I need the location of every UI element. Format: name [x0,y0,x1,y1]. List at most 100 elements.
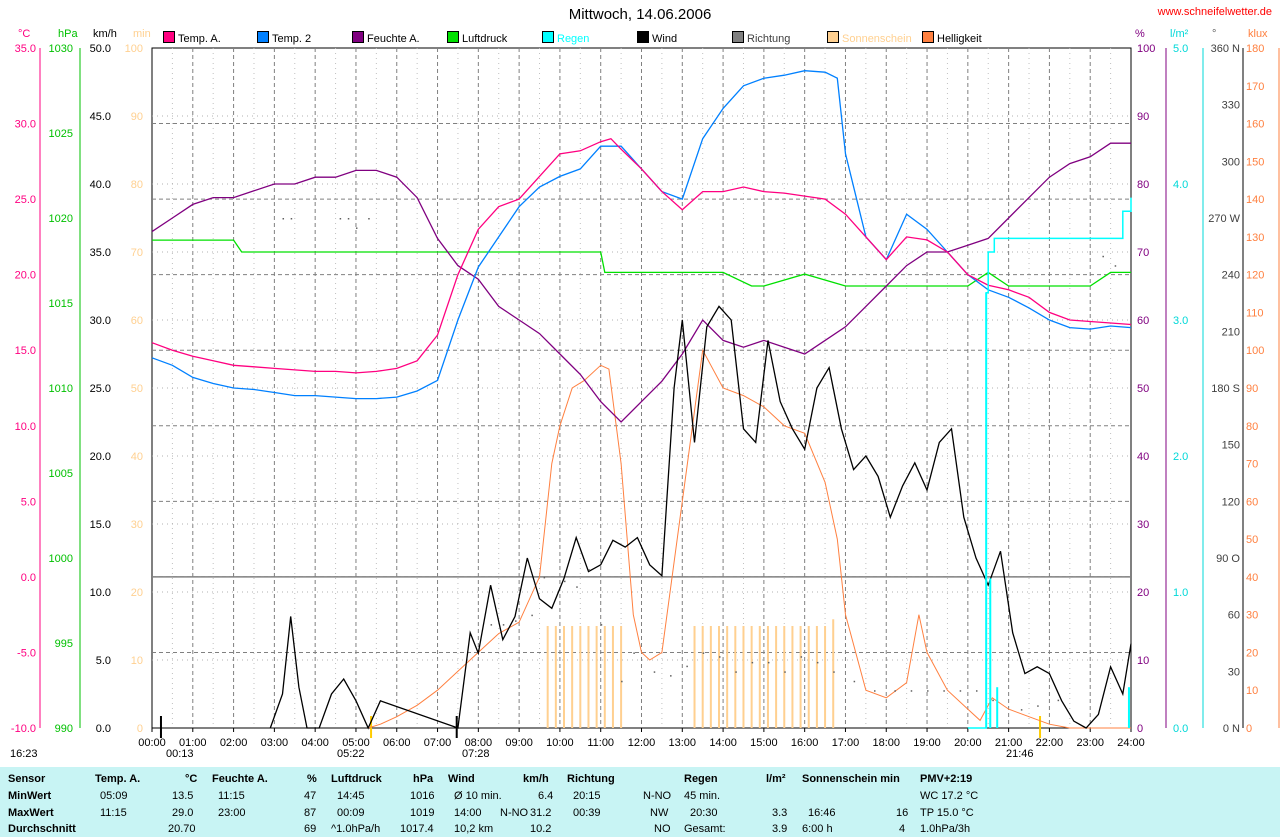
x-tick-label: 12:00 [628,737,656,749]
sun-max-value: 16 [896,807,909,819]
legend-item: Regen [542,31,589,45]
axis-unit: klux [1248,28,1268,40]
pressure-axis-tick: 995 [55,638,73,650]
minutes-axis-tick: 70 [131,247,143,259]
humidity-axis-tick: 30 [1137,519,1149,531]
pressure-axis-tick: 1015 [49,298,73,310]
humidity-axis-tick: 100 [1137,43,1155,55]
press-max-time: 00:09 [337,807,365,819]
direction-dot [355,227,358,229]
legend-item: Richtung [732,31,790,45]
wind-axis-tick: 45.0 [90,111,111,123]
rain-axis-tick: 4.0 [1173,179,1188,191]
direction-axis-tick: 180 S [1211,383,1240,395]
weather-chart: 35.0 30.0 25.0 20.0 15.0 10.0 5.0 0.0 -5.0 -10.0 1… [11,28,1280,749]
temp-axis-tick: 0.0 [21,572,36,584]
pressure-axis-tick: 1010 [49,383,73,395]
direction-dot [490,624,493,626]
wind-head: Wind [448,773,475,785]
temp-min-value: 13.5 [172,790,194,802]
humidity-axis-tick: 20 [1137,587,1149,599]
klux-axis-tick: 100 [1246,345,1264,357]
rain-axis-tick: 1.0 [1173,587,1188,599]
legend-swatch [447,31,459,43]
humidity-axis-tick: 0 [1137,723,1143,735]
direction-axis-tick: 90 O [1216,553,1240,565]
direction-dot [874,690,876,692]
press-min-time: 14:45 [337,790,365,802]
klux-axis-tick: 30 [1246,610,1258,622]
wind-axis-tick: 30.0 [90,315,111,327]
rain-axis-tick: 0.0 [1173,723,1188,735]
wind-axis-tick: 10.0 [90,587,111,599]
dir-max-time: 00:39 [573,807,601,819]
wind-max-value: 31.2 [530,807,552,819]
direction-dot [751,661,754,664]
legend-label: Feuchte A. [367,33,420,45]
direction-dot [853,680,856,683]
press-head: Luftdruck [331,773,382,785]
legend-label: Sonnenschein [842,33,912,45]
direction-dot [1057,699,1060,702]
x-tick-label: 06:00 [383,737,411,749]
site-link[interactable]: www.schneifelwetter.de [1157,6,1272,18]
temp-min-time: 05:09 [100,790,128,802]
direction-dot [1102,255,1104,258]
legend-item: Temp. 2 [257,31,311,45]
rain-axis-tick: 3.0 [1173,315,1188,327]
direction-dot [368,218,370,220]
direction-dot [282,218,285,220]
temp-line [151,137,1132,374]
temp-max-time: 11:15 [100,807,127,819]
x-tick-label: 03:00 [261,737,289,749]
wind-axis-tick: 5.0 [96,655,111,667]
pmv-head: PMV+2:19 [920,773,973,785]
wind-axis-tick: 20.0 [90,451,111,463]
x-tick-label: 11:00 [587,737,614,749]
x-tick-label: 00:00 [138,737,166,749]
rain-total: 3.9 [772,823,788,835]
rain-axis-tick: 5.0 [1173,43,1188,55]
wind-axis-tick: 35.0 [90,247,111,259]
x-tick-label: 19:00 [913,737,941,749]
row-label-sensor: Sensor [8,773,46,785]
axis-unit: % [1135,28,1145,40]
direction-dot [563,580,566,583]
twilight-label: 07:28 [462,748,490,760]
direction-dot [588,569,590,571]
direction-dot [992,699,994,702]
direction-axis-tick: 60 [1228,610,1240,622]
x-tick-label: 09:00 [505,737,533,749]
legend-label: Richtung [747,33,791,45]
temp-head: Temp. A. [95,773,141,785]
hum-min-time: 11:15 [218,790,245,802]
press-unit: hPa [413,773,434,785]
direction-axis-tick: 300 [1222,156,1240,168]
legend-label: Helligkeit [937,33,982,45]
pressure-line [152,239,1131,287]
pmv-tp: TP 15.0 °C [920,807,974,819]
direction-dot [347,218,350,220]
direction-dot [339,218,342,220]
dir-head: Richtung [567,773,615,785]
direction-dot [1037,705,1039,707]
moonset-label: 00:13 [166,748,194,760]
x-tick-label: 15:00 [750,737,778,749]
pressure-axis-tick: 1000 [49,553,73,565]
x-tick-label: 02:00 [220,737,248,749]
wind-axis-tick: 40.0 [90,179,111,191]
direction-dot [719,656,721,658]
direction-dot [927,690,929,692]
klux-axis-tick: 140 [1246,194,1264,206]
wind-axis-tick: 15.0 [90,519,111,531]
x-tick-label: 20:00 [954,737,982,749]
humidity-axis-tick: 70 [1137,247,1149,259]
wind-line [269,305,1132,730]
temp-unit: °C [185,773,198,785]
direction-dot [910,690,913,692]
x-tick-label: 17:00 [832,737,860,749]
rain-total-label: Gesamt: [684,823,726,835]
wind-axis-tick: 50.0 [90,43,111,55]
legend-swatch [352,31,364,43]
direction-dot [735,671,737,673]
